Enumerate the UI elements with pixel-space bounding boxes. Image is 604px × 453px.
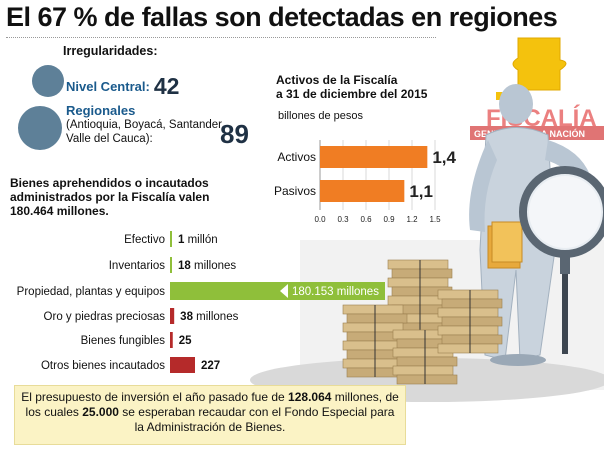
document-sheet [437, 343, 499, 354]
seized-value-label: 25 [179, 335, 192, 347]
seized-bar [170, 357, 195, 373]
regional-value: 89 [220, 119, 249, 149]
page-title: El 67 % de fallas son detectadas en regi… [6, 2, 558, 32]
document-sheet [437, 289, 499, 300]
assets-tick-label: 1.5 [429, 215, 441, 224]
seized-value-label: 38 millones [180, 311, 238, 323]
budget-note: El presupuesto de inversión el año pasad… [20, 390, 400, 435]
seized-value-label: 18 millones [178, 260, 236, 272]
central-label: Nivel Central: [66, 79, 150, 94]
assets-value-label: 1,4 [432, 148, 456, 167]
central-level: Nivel Central: 42 [66, 73, 179, 100]
document-sheet [441, 298, 503, 309]
central-circle-icon [32, 65, 64, 97]
seized-bar [170, 332, 173, 348]
document-sheet [387, 277, 449, 288]
document-sheet [437, 325, 499, 336]
assets-chart: Activos 1,4 Pasivos 1,1 0.0 0.3 0.6 0.9 1.2 1.5 [274, 140, 457, 224]
document-stacks [342, 259, 503, 385]
seized-category-label: Bienes fungibles [81, 335, 166, 347]
assets-tick-label: 1.2 [406, 215, 418, 224]
seized-bar-large [170, 282, 385, 300]
assets-chart-title: Activos de la Fiscalía a 31 de diciembre… [276, 73, 427, 101]
assets-tick-label: 0.3 [337, 215, 349, 224]
seized-chart-title: Bienes aprehendidos o incautados adminis… [10, 176, 280, 218]
assets-unit-label: billones de pesos [278, 110, 364, 122]
document-sheet [441, 316, 503, 327]
seized-category-label: Propiedad, plantas y equipos [17, 286, 166, 298]
irregularities-title: Irregularidades: [63, 44, 158, 58]
seized-chart: Efectivo 1 millón Inventarios 18 millones Pr… [17, 231, 385, 373]
document-sheet [392, 365, 454, 376]
assets-title-line1: Activos de la Fiscalía [276, 73, 398, 87]
fiscalia-logo: FISCALÍA GENERAL DE LA NACIÓN [470, 37, 604, 140]
assets-tick-label: 0.0 [314, 215, 326, 224]
document-sheet [396, 356, 458, 367]
budget-fund-amount: 25.000 [82, 405, 119, 419]
assets-tick-label: 0.6 [360, 215, 372, 224]
assets-title-line2: a 31 de diciembre del 2015 [276, 87, 428, 101]
seized-category-label: Otros bienes incautados [41, 360, 165, 372]
assets-bar-pasivos [320, 180, 405, 202]
budget-note-box [14, 385, 406, 445]
seized-value-label: 227 [201, 360, 220, 372]
seized-bar [170, 231, 172, 247]
seized-category-label: Oro y piedras preciosas [44, 311, 166, 323]
document-sheet [387, 259, 449, 270]
document-sheet [437, 307, 499, 318]
assets-tick-label: 0.9 [383, 215, 395, 224]
seized-value-label: 1 millón [178, 234, 218, 246]
seized-title-line3: 180.464 millones. [10, 204, 109, 218]
document-sheet [342, 304, 404, 315]
seized-value-label: 180.153 millones [292, 286, 379, 298]
assets-bar-activos [320, 146, 428, 168]
assets-category-label: Activos [277, 150, 316, 164]
seized-category-label: Inventarios [109, 260, 166, 272]
magnifying-glass-icon [519, 166, 604, 354]
regional-detail: (Antioquia, Boyacá, Santander, Valle del… [66, 119, 225, 145]
seized-bar [170, 308, 175, 324]
document-sheet [346, 313, 408, 324]
title-divider [6, 37, 436, 39]
seized-category-label: Efectivo [124, 234, 165, 246]
document-sheet [391, 268, 453, 279]
seized-title-line2: administrados por la Fiscalía valen [10, 190, 210, 204]
budget-text-3: se esperaban recaudar con el Fondo Espec… [118, 405, 395, 434]
regional-title: Regionales [66, 103, 136, 118]
pointer-arrow-icon [280, 284, 288, 298]
document-sheet [396, 374, 458, 385]
central-value: 42 [153, 73, 180, 99]
budget-text-2: millones, de los cuales [25, 390, 399, 419]
document-sheet [441, 334, 503, 345]
assets-value-label: 1,1 [409, 182, 433, 201]
seized-bar [170, 257, 172, 273]
budget-total: 128.064 [288, 390, 332, 404]
assets-category-label: Pasivos [274, 184, 316, 198]
budget-text-1: El presupuesto de inversión el año pasad… [21, 390, 289, 404]
seized-title-line1: Bienes aprehendidos o incautados [10, 176, 209, 190]
regional-circle-icon [18, 106, 62, 150]
